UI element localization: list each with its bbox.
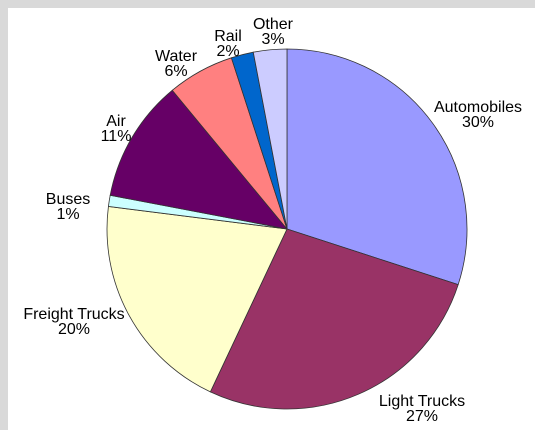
slice-label-automobiles: Automobiles 30% (434, 99, 522, 131)
slice-label-other: Other 3% (253, 16, 294, 48)
slice-label-freight-trucks: Freight Trucks 20% (23, 306, 124, 338)
chart-area: Automobiles 30% Light Trucks 27% Freight Tru… (8, 8, 535, 430)
slice-labels: Automobiles 30% Light Trucks 27% Freight Tru… (23, 16, 522, 425)
pie-slice-other (252, 48, 288, 230)
slice-label-water: Water 6% (155, 48, 198, 80)
pie-slice-light-trucks (209, 228, 459, 410)
pie-chart: Automobiles 30% Light Trucks 27% Freight Tru… (23, 16, 522, 425)
slice-label-light-trucks: Light Trucks 27% (379, 393, 465, 425)
pie-slice-freight-trucks (106, 205, 288, 393)
pie-slice-automobiles (286, 48, 468, 286)
slice-label-buses: Buses 1% (46, 191, 90, 223)
pie-slices (106, 48, 468, 410)
pie-slice-air (109, 89, 289, 230)
slice-label-rail: Rail 2% (214, 28, 242, 60)
slice-label-air: Air 11% (101, 113, 132, 145)
